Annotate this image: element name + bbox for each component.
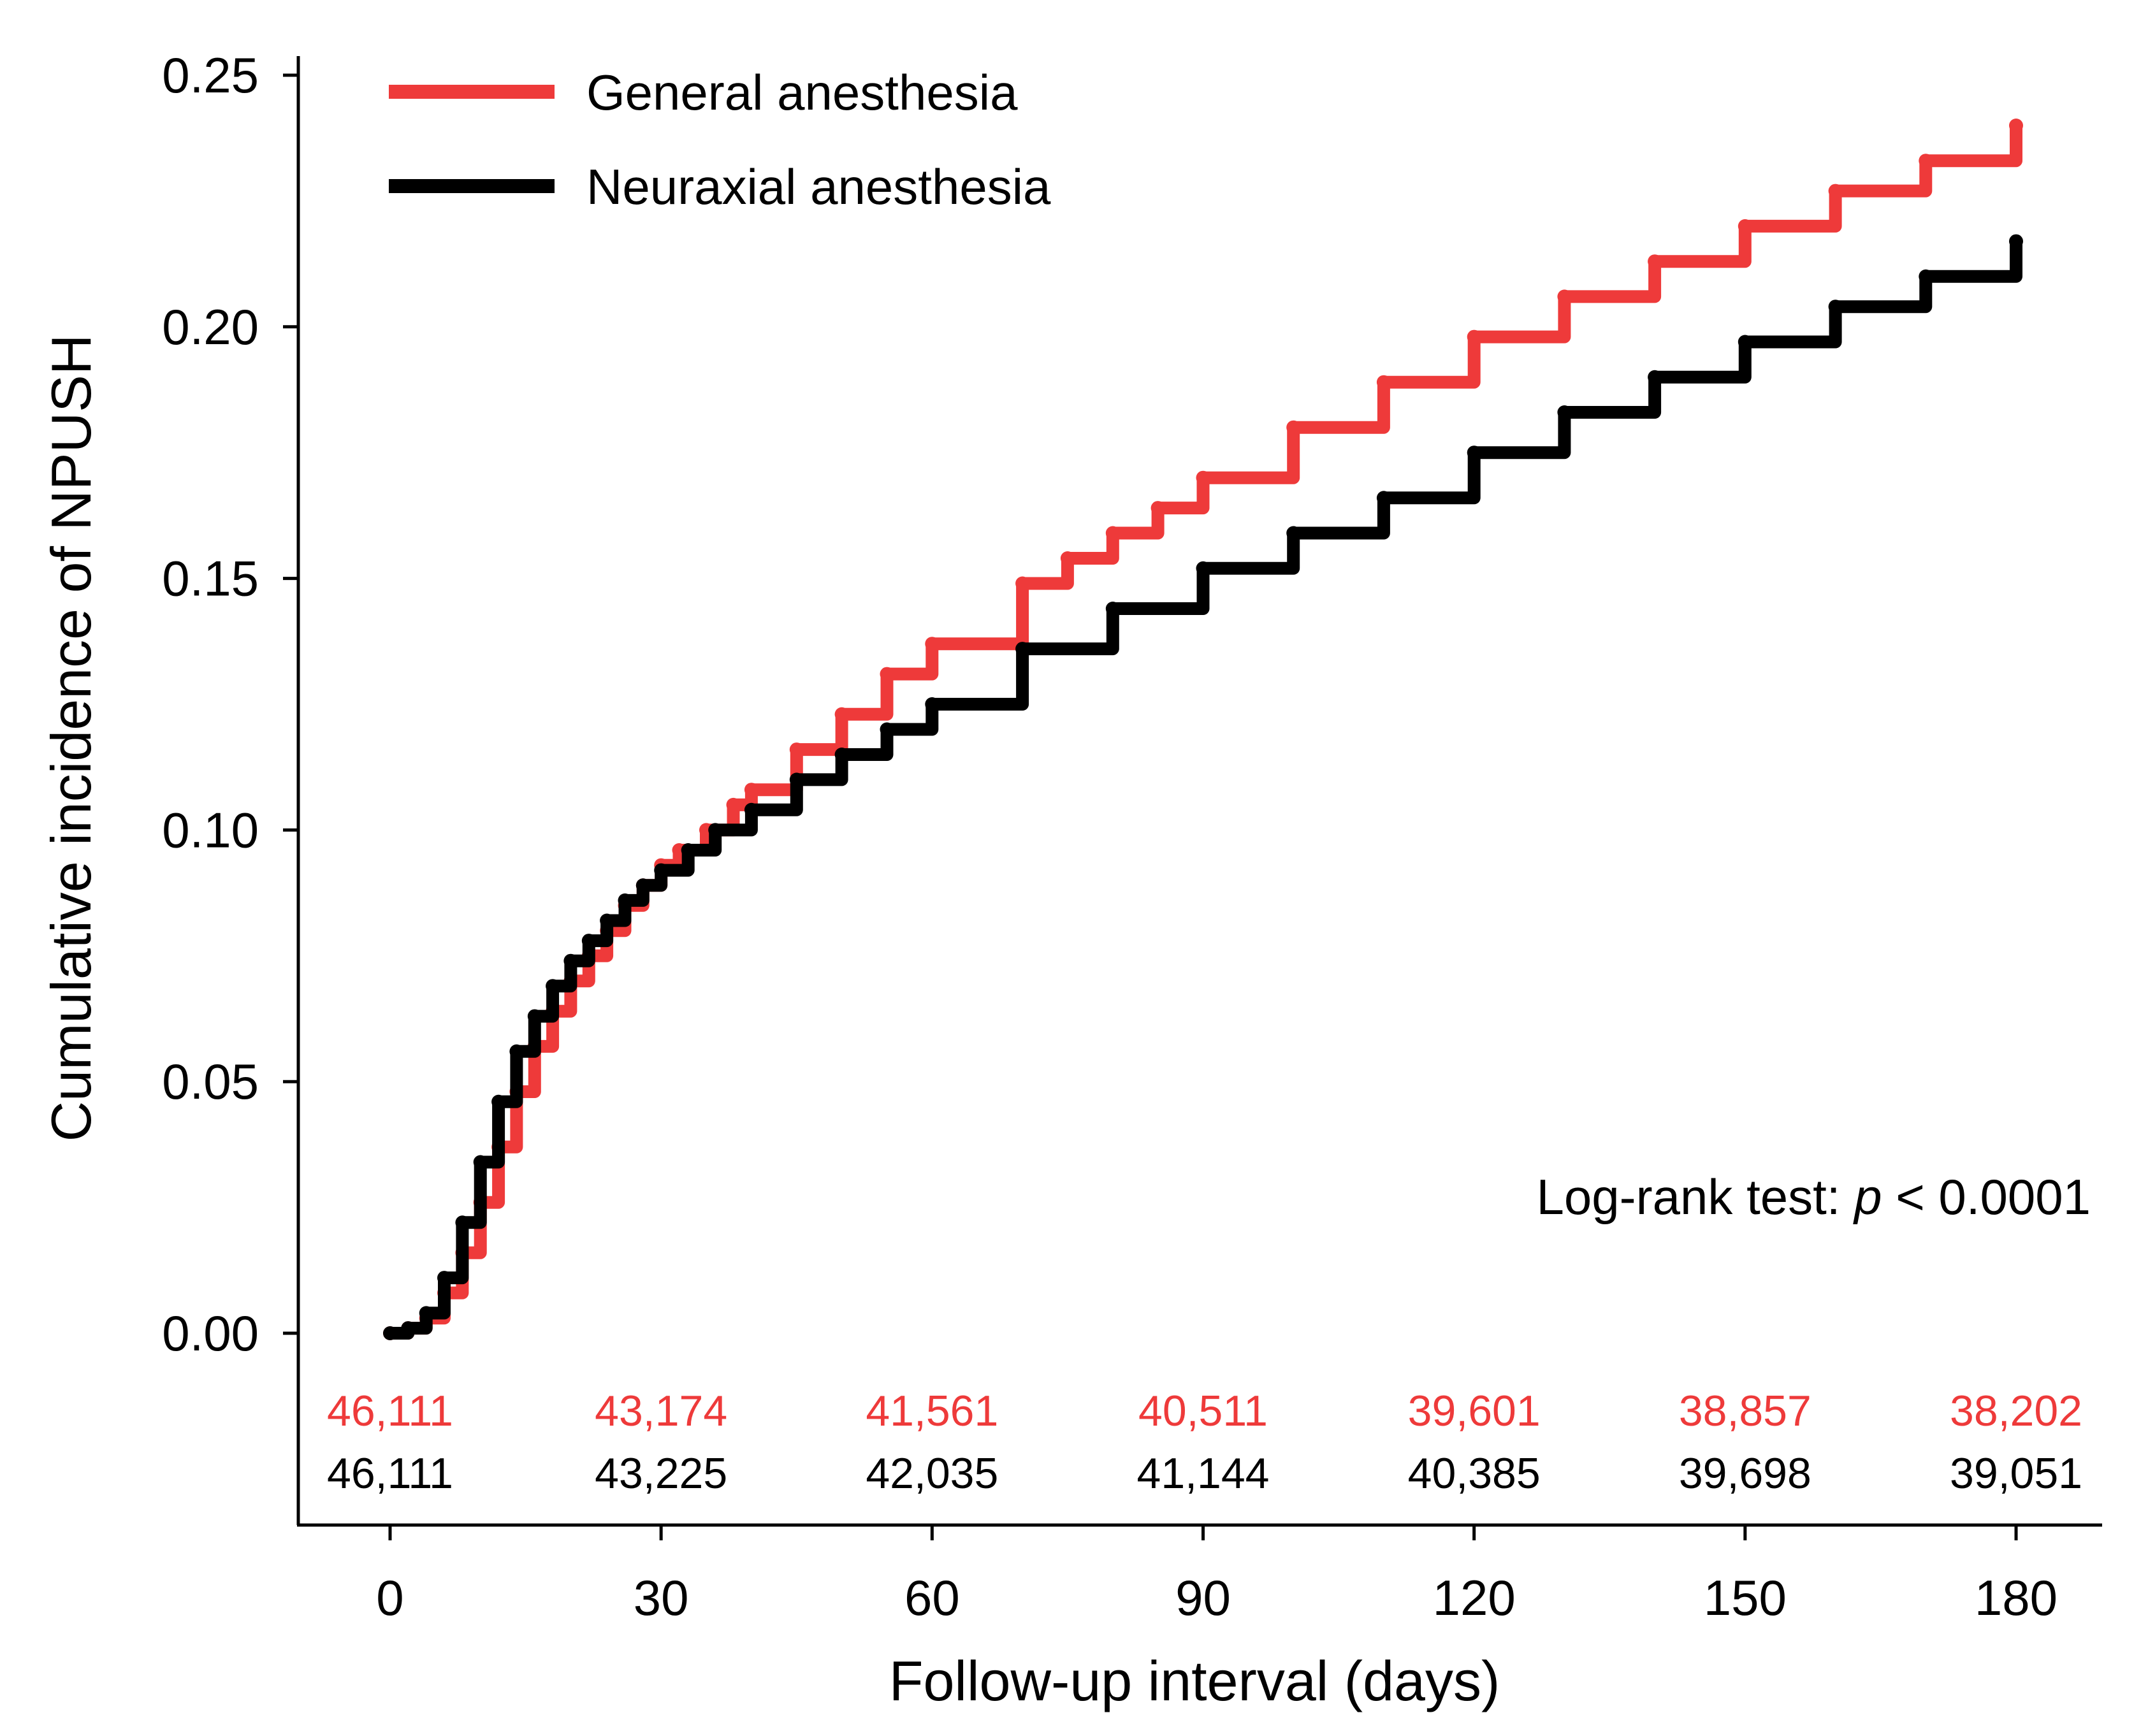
data-point-neuraxial-anesthesia: [1015, 642, 1030, 656]
x-tick-label: 90: [1175, 1570, 1231, 1626]
data-point-general-anesthesia: [1015, 576, 1030, 591]
data-point-neuraxial-anesthesia: [1467, 445, 1481, 460]
number-at-risk-neuraxial: 39,051: [1950, 1449, 2082, 1498]
data-point-general-anesthesia: [789, 742, 804, 757]
data-point-neuraxial-anesthesia: [491, 1094, 506, 1109]
data-point-neuraxial-anesthesia: [509, 1044, 524, 1059]
y-axis-title: Cumulative incidence of NPUSH: [40, 335, 103, 1142]
x-axis-title: Follow-up interval (days): [889, 1649, 1500, 1712]
y-ticks: 0.00 0.05 0.10 0.15 0.20 0.25: [162, 47, 298, 1361]
data-point-general-anesthesia: [744, 783, 759, 797]
number-at-risk-table: 46,111 43,174 41,561 40,511 39,601 38,857 38,2…: [327, 1387, 2082, 1498]
number-at-risk-neuraxial: 40,385: [1408, 1449, 1541, 1498]
x-tick-label: 180: [1975, 1570, 2058, 1626]
data-point-general-anesthesia: [1060, 551, 1075, 565]
data-point-neuraxial-anesthesia: [600, 913, 614, 928]
data-point-general-anesthesia: [1376, 375, 1391, 389]
x-tick-label: 0: [376, 1570, 403, 1626]
data-point-general-anesthesia: [1467, 329, 1481, 344]
y-tick-label: 0.15: [162, 551, 259, 607]
data-point-neuraxial-anesthesia: [383, 1326, 397, 1340]
data-point-general-anesthesia: [1196, 470, 1210, 485]
data-point-neuraxial-anesthesia: [1919, 269, 1933, 284]
data-point-general-anesthesia: [1557, 289, 1572, 304]
number-at-risk-general: 40,511: [1138, 1387, 1268, 1435]
data-point-neuraxial-anesthesia: [1648, 370, 1662, 384]
series-layer: [383, 119, 2023, 1340]
legend-label-general-anesthesia: General anesthesia: [586, 64, 1018, 120]
data-point-neuraxial-anesthesia: [635, 878, 650, 893]
data-point-general-anesthesia: [925, 637, 940, 651]
data-point-neuraxial-anesthesia: [654, 863, 669, 878]
data-point-neuraxial-anesthesia: [880, 722, 894, 737]
data-point-neuraxial-anesthesia: [618, 893, 632, 908]
x-tick-label: 30: [634, 1570, 689, 1626]
x-ticks: 0 30 60 90 120 150 180: [376, 1525, 2058, 1626]
data-point-neuraxial-anesthesia: [473, 1155, 488, 1169]
data-point-neuraxial-anesthesia: [789, 772, 804, 787]
data-point-neuraxial-anesthesia: [419, 1306, 433, 1320]
legend-label-neuraxial-anesthesia: Neuraxial anesthesia: [586, 159, 1051, 215]
y-tick-label: 0.05: [162, 1053, 259, 1110]
legend: General anesthesia Neuraxial anesthesia: [389, 64, 1051, 215]
data-point-neuraxial-anesthesia: [1738, 335, 1752, 349]
number-at-risk-general: 38,857: [1679, 1387, 1811, 1435]
number-at-risk-neuraxial: 43,225: [595, 1449, 727, 1498]
data-point-neuraxial-anesthesia: [708, 823, 723, 837]
data-point-general-anesthesia: [1150, 501, 1165, 516]
log-rank-annotation: Log-rank test: p < 0.0001: [1537, 1169, 2091, 1225]
data-point-general-anesthesia: [1828, 184, 1843, 198]
data-point-neuraxial-anesthesia: [563, 953, 578, 968]
y-tick-label: 0.25: [162, 47, 259, 103]
number-at-risk-neuraxial: 46,111: [327, 1449, 453, 1498]
y-tick-label: 0.10: [162, 802, 259, 858]
data-point-neuraxial-anesthesia: [1557, 405, 1572, 419]
number-at-risk-neuraxial: 41,144: [1137, 1449, 1270, 1498]
data-point-neuraxial-anesthesia: [455, 1215, 470, 1230]
data-point-general-anesthesia: [726, 797, 741, 812]
number-at-risk-general: 41,561: [866, 1387, 998, 1435]
number-at-risk-general: 46,111: [327, 1387, 453, 1435]
data-point-general-anesthesia: [1648, 254, 1662, 269]
data-point-neuraxial-anesthesia: [2009, 234, 2023, 249]
data-point-neuraxial-anesthesia: [437, 1271, 451, 1285]
data-point-neuraxial-anesthesia: [1376, 491, 1391, 505]
data-point-general-anesthesia: [1919, 154, 1933, 168]
data-point-neuraxial-anesthesia: [546, 979, 560, 994]
data-point-general-anesthesia: [2009, 119, 2023, 133]
data-point-neuraxial-anesthesia: [925, 697, 940, 711]
data-point-neuraxial-anesthesia: [1286, 526, 1301, 540]
data-point-neuraxial-anesthesia: [581, 934, 596, 948]
y-tick-label: 0.20: [162, 299, 259, 355]
x-tick-label: 120: [1433, 1570, 1516, 1626]
data-point-general-anesthesia: [1105, 526, 1120, 540]
data-point-neuraxial-anesthesia: [1105, 602, 1120, 616]
data-point-general-anesthesia: [834, 707, 849, 721]
number-at-risk-general: 38,202: [1950, 1387, 2082, 1435]
data-point-neuraxial-anesthesia: [681, 843, 695, 857]
y-tick-label: 0.00: [162, 1305, 259, 1361]
data-point-neuraxial-anesthesia: [744, 802, 759, 817]
data-point-neuraxial-anesthesia: [1196, 561, 1210, 575]
data-point-neuraxial-anesthesia: [401, 1321, 416, 1336]
data-point-general-anesthesia: [1286, 420, 1301, 435]
x-tick-label: 60: [904, 1570, 960, 1626]
data-point-general-anesthesia: [1738, 219, 1752, 233]
data-point-neuraxial-anesthesia: [834, 748, 849, 762]
data-point-neuraxial-anesthesia: [527, 1009, 542, 1024]
number-at-risk-neuraxial: 42,035: [866, 1449, 998, 1498]
data-point-neuraxial-anesthesia: [1828, 300, 1843, 314]
data-point-general-anesthesia: [880, 667, 894, 681]
number-at-risk-neuraxial: 39,698: [1679, 1449, 1811, 1498]
number-at-risk-general: 43,174: [595, 1387, 727, 1435]
x-tick-label: 150: [1704, 1570, 1787, 1626]
number-at-risk-general: 39,601: [1408, 1387, 1541, 1435]
